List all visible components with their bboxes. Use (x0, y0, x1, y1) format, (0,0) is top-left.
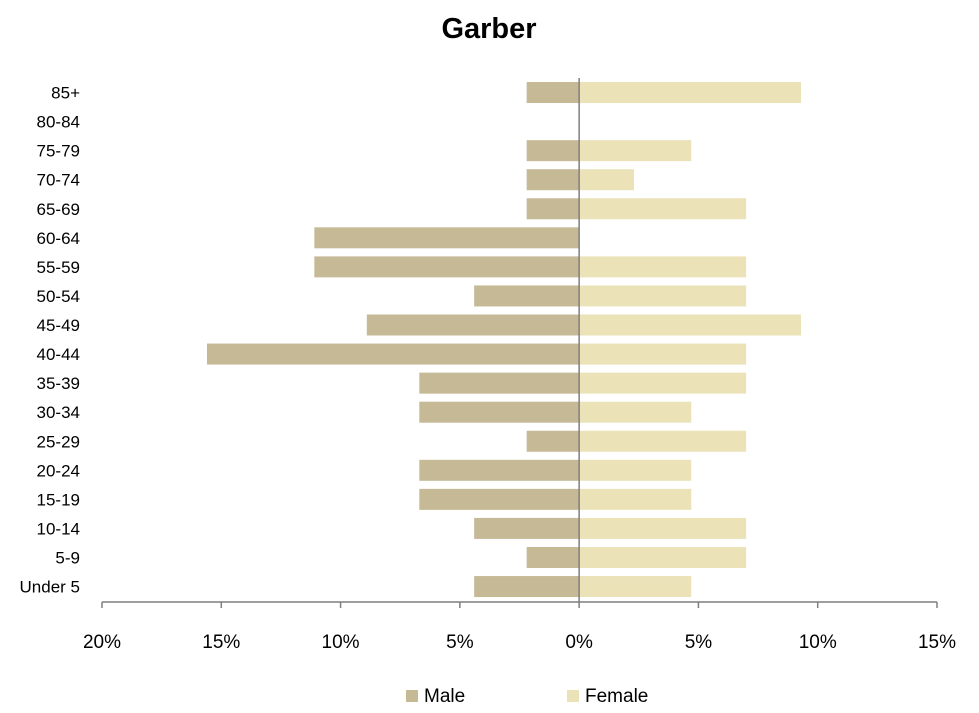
bar-male-25-29 (526, 430, 580, 452)
legend-swatch-female (567, 690, 579, 702)
category-label: 15-19 (37, 490, 80, 509)
category-label: 35-39 (37, 374, 80, 393)
bar-male-35-39 (419, 372, 580, 394)
bar-male-under-5 (474, 576, 580, 598)
bars-layer (206, 82, 802, 598)
bar-female-45-49 (579, 314, 802, 336)
bar-male-10-14 (474, 517, 580, 539)
bar-male-5-9 (526, 546, 580, 568)
bar-male-85+ (526, 82, 580, 104)
bar-male-75-79 (526, 140, 580, 162)
bar-female-25-29 (579, 430, 747, 452)
category-label: 45-49 (37, 316, 80, 335)
bar-female-under-5 (579, 576, 692, 598)
legend-label-female: Female (585, 686, 648, 707)
bar-male-20-24 (419, 459, 580, 481)
category-label: 30-34 (37, 403, 80, 422)
bar-female-85+ (579, 82, 802, 104)
bar-male-40-44 (206, 343, 580, 365)
category-label: Under 5 (20, 578, 80, 597)
bar-male-70-74 (526, 169, 580, 191)
category-labels: Under 5 5-9 10-14 15-19 20-24 25-29 30-34 35-39… (20, 84, 81, 597)
bar-male-30-34 (419, 401, 580, 423)
x-tick-label: 15% (918, 632, 956, 653)
category-label: 60-64 (37, 229, 80, 248)
bar-female-40-44 (579, 343, 747, 365)
legend-label-male: Male (424, 686, 465, 707)
category-label: 55-59 (37, 258, 80, 277)
category-label: 10-14 (37, 519, 80, 538)
bar-female-50-54 (579, 285, 747, 307)
bar-male-15-19 (419, 488, 580, 510)
category-label: 70-74 (37, 171, 80, 190)
x-tick-label: 20% (83, 632, 121, 653)
axis-layer: 20% 15% 10% 5% 0% 5% 10% 15% (83, 78, 956, 653)
bar-male-65-69 (526, 198, 580, 220)
bar-female-75-79 (579, 140, 692, 162)
bar-female-55-59 (579, 256, 747, 278)
chart-title: Garber (441, 13, 536, 45)
x-tick-label: 10% (799, 632, 837, 653)
bar-female-65-69 (579, 198, 747, 220)
category-label: 20-24 (37, 461, 80, 480)
bar-female-15-19 (579, 488, 692, 510)
category-label: 80-84 (37, 113, 80, 132)
category-label: 50-54 (37, 287, 80, 306)
category-label: 40-44 (37, 345, 80, 364)
x-tick-label: 0% (565, 632, 593, 653)
x-tick-label: 15% (202, 632, 240, 653)
x-tick-label: 5% (446, 632, 474, 653)
category-label: 65-69 (37, 200, 80, 219)
category-label: 75-79 (37, 142, 80, 161)
category-label: 25-29 (37, 432, 80, 451)
bar-female-10-14 (579, 517, 747, 539)
bar-female-70-74 (579, 169, 635, 191)
legend-swatch-male (406, 690, 418, 702)
bar-female-35-39 (579, 372, 747, 394)
x-tick-label: 5% (685, 632, 713, 653)
bar-female-20-24 (579, 459, 692, 481)
category-label: 5-9 (55, 548, 80, 567)
bar-male-60-64 (314, 227, 580, 249)
bar-male-55-59 (314, 256, 580, 278)
legend: Male Female (406, 686, 648, 707)
bar-female-30-34 (579, 401, 692, 423)
x-tick-label: 10% (322, 632, 360, 653)
bar-female-5-9 (579, 546, 747, 568)
bar-male-45-49 (366, 314, 580, 336)
category-label: 85+ (51, 84, 80, 103)
bar-male-50-54 (474, 285, 580, 307)
